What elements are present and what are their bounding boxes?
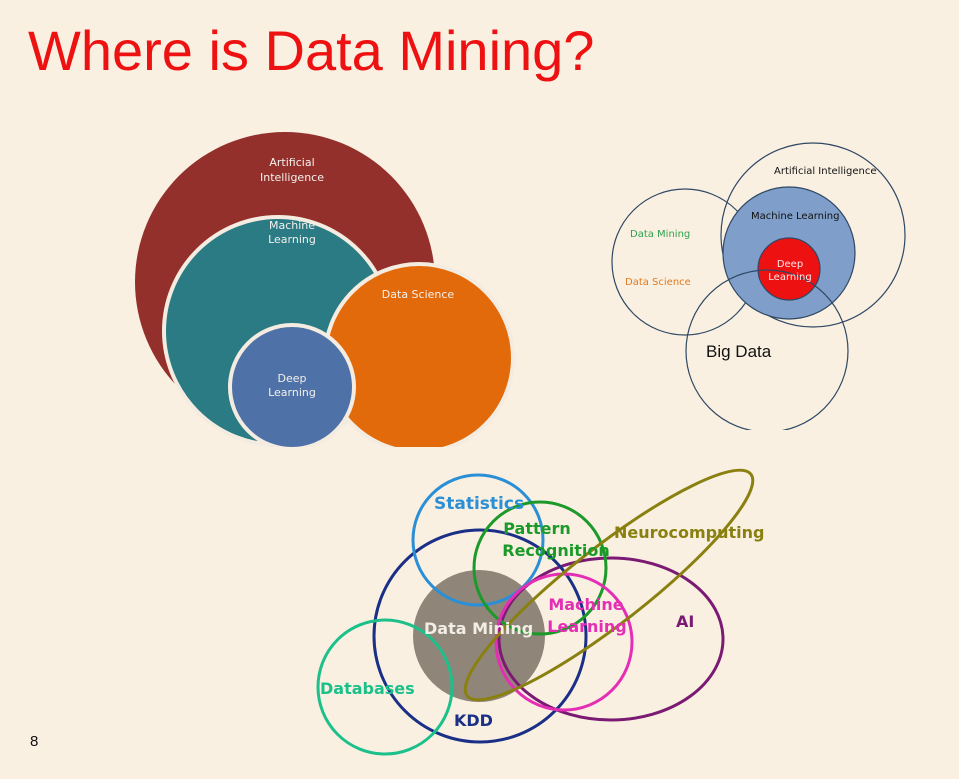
kdd-circle [372,528,588,744]
deep-learning-label-line1: Deep [278,372,307,385]
data-mining-label: Data Mining [424,619,533,638]
deep-learning-label-line2: Learning [268,386,316,399]
statistics-circle [411,473,545,607]
nested-circles-diagram: Artificial Intelligence Machine Learning… [135,132,515,447]
statistics-label: Statistics [434,494,524,514]
ai-label: AI [676,612,694,631]
page-number: 8 [30,733,39,750]
databases-label: Databases [320,679,415,698]
neurocomputing-label: Neurocomputing [614,523,764,542]
data-science-label: Data Science [625,277,691,288]
deep-learning-label-line1: Deep [777,259,803,270]
data-mining-label: Data Mining [630,229,690,240]
ai-label: Artificial Intelligence [774,166,877,177]
kdd-label: KDD [454,711,493,730]
pattern-recognition-label-line1: Pattern [503,519,571,538]
deep-learning-circle [228,323,356,447]
machine-learning-label-line1: Machine [269,219,315,232]
deep-learning-circle [757,237,821,301]
big-data-label: Big Data [706,342,772,361]
data-science-label: Data Science [382,288,455,301]
data-mining-venn-diagram: Statistics Pattern Recognition Neurocomp… [316,468,764,756]
machine-learning-label-line1: Machine [548,595,623,614]
ai-outline-circle [720,142,906,328]
ai-ellipse [497,556,725,722]
pattern-recognition-label-line2: Recognition [502,541,610,560]
neurocomputing-ellipse [463,468,755,702]
machine-learning-label-line2: Learning [268,233,316,246]
machine-learning-label: Machine Learning [751,211,839,222]
machine-learning-label-line2: Learning [547,617,626,636]
big-data-circle [685,269,849,430]
databases-circle [316,618,454,756]
pattern-recognition-circle [472,500,608,636]
slide-title: Where is Data Mining? [28,19,595,82]
ai-label-line1: Artificial [269,156,314,169]
ai-label-line2: Intelligence [260,171,324,184]
deep-learning-label-line2: Learning [768,272,811,283]
overlap-circles-diagram: Artificial Intelligence Machine Learning… [611,142,906,430]
